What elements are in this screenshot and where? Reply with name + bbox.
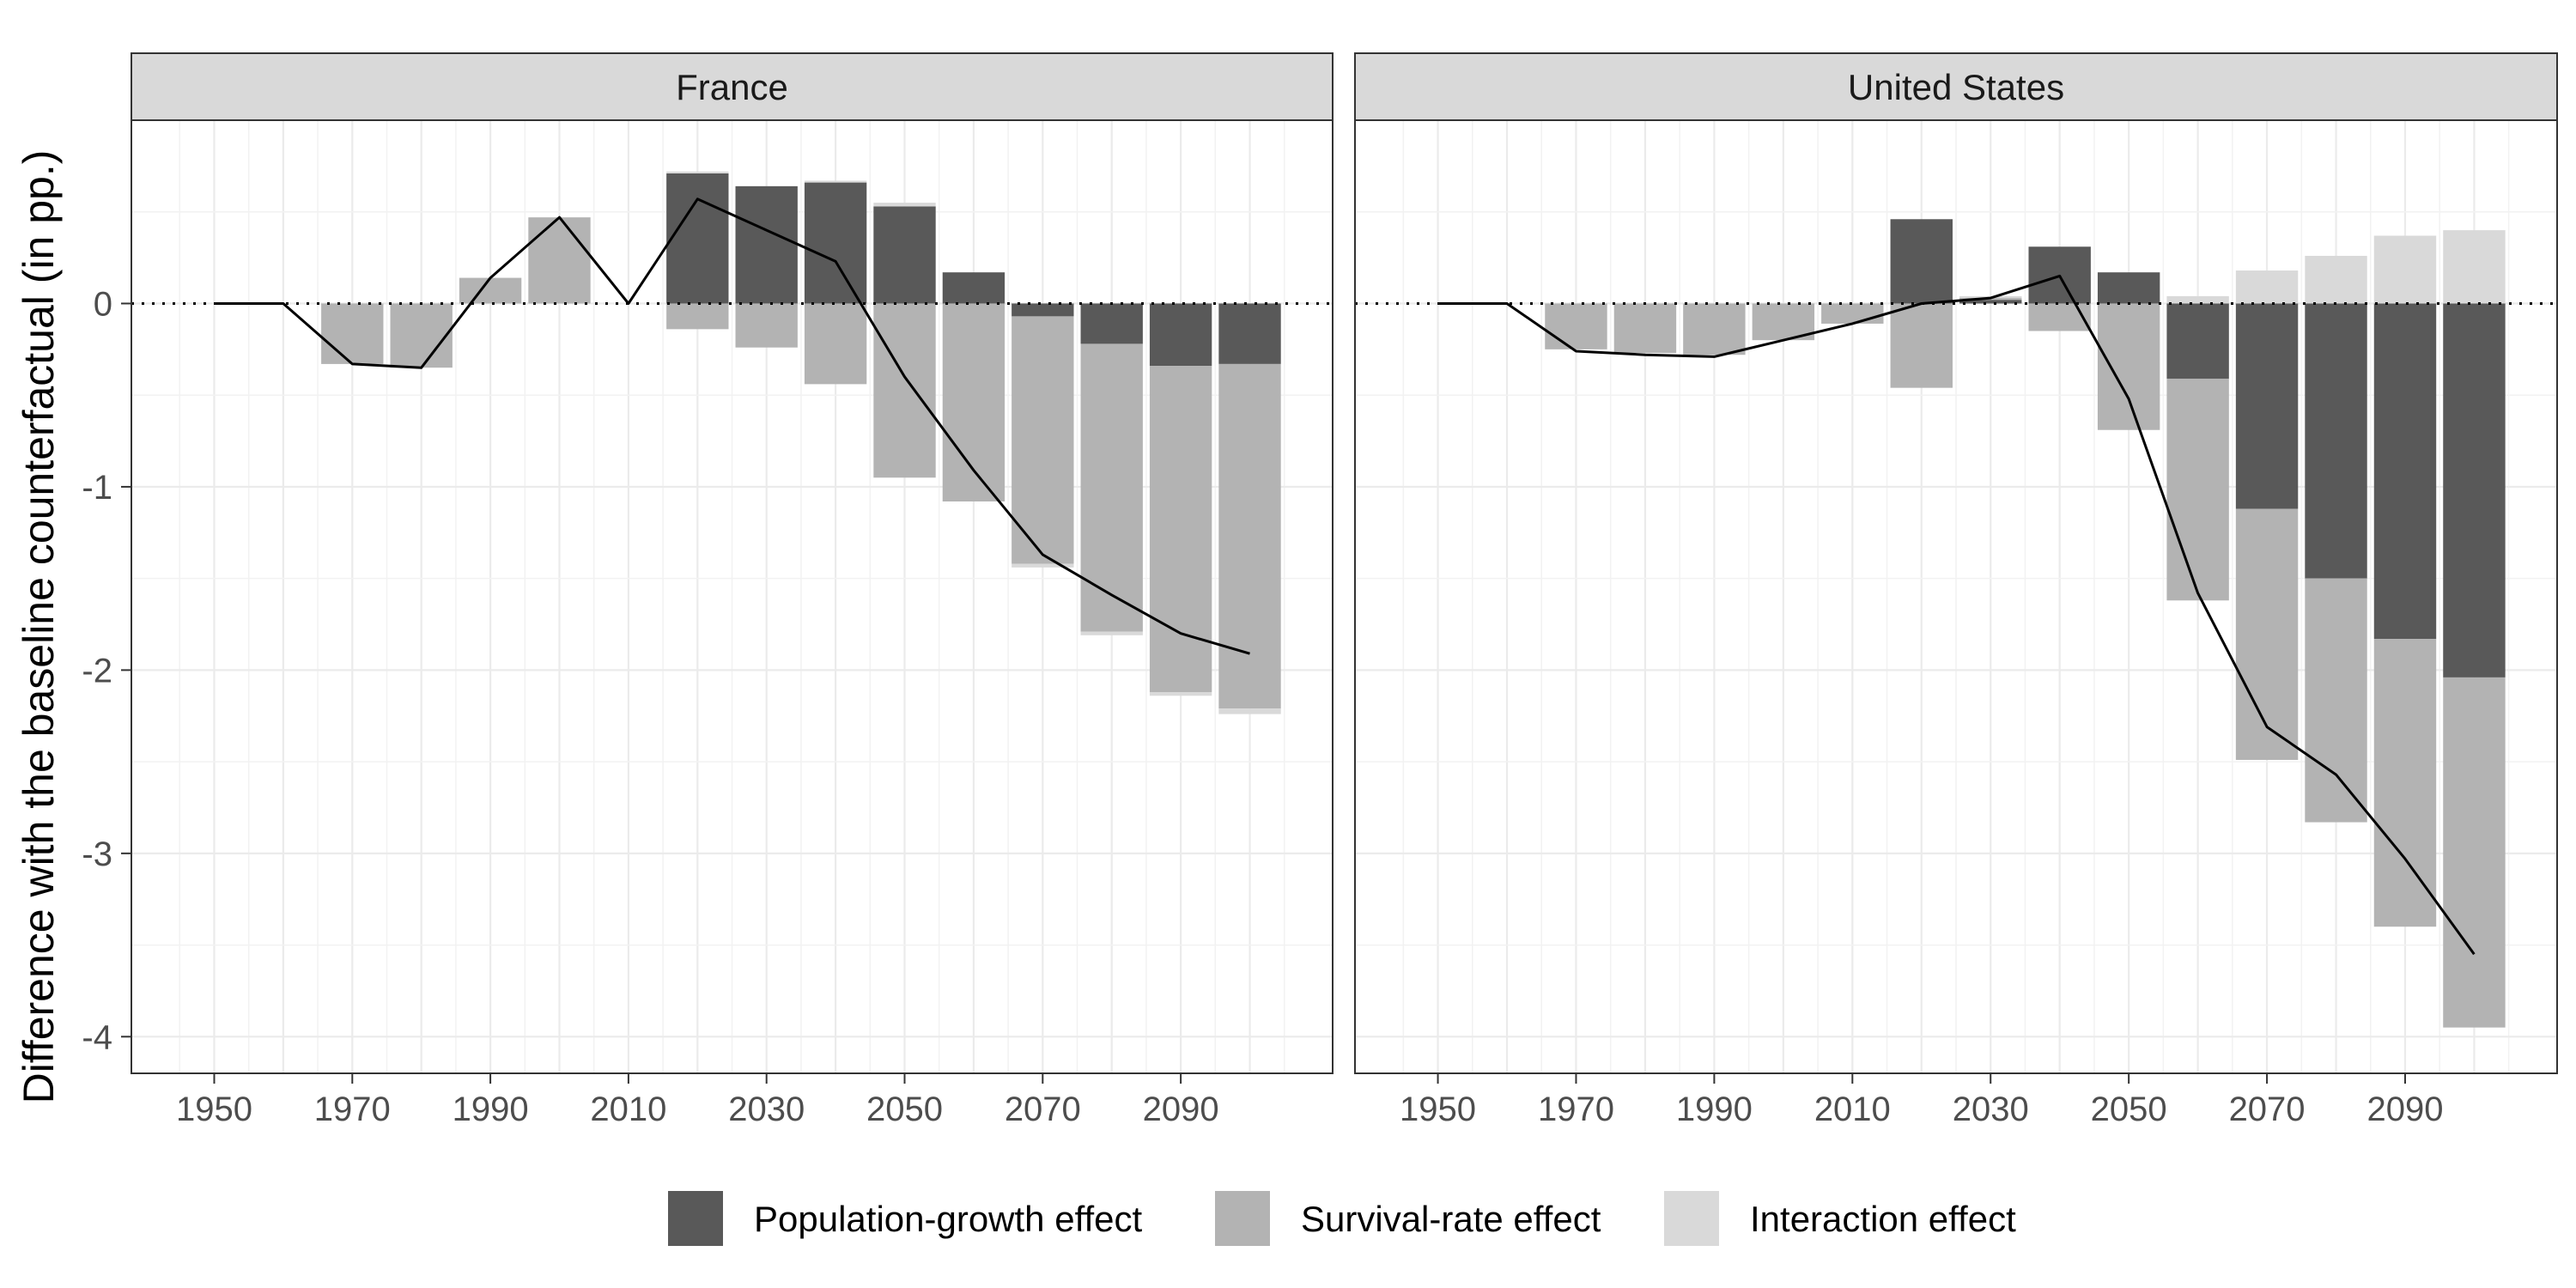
x-tick-label: 1950 (176, 1091, 252, 1128)
bar-population-growth-effect (2443, 303, 2506, 677)
bar-survival-rate-effect (873, 303, 936, 478)
bar-population-growth-effect (2166, 303, 2229, 379)
panel-title: United States (1848, 67, 2064, 107)
x-tick-label: 2050 (2091, 1091, 2167, 1128)
legend-label: Interaction effect (1750, 1199, 2016, 1239)
series-line-total (1437, 274, 2476, 956)
x-tick-label: 2050 (866, 1091, 943, 1128)
y-axis-label: Difference with the baseline counterfact… (15, 150, 63, 1104)
bar-survival-rate-effect (321, 303, 384, 364)
y-tick-label: 0 (94, 285, 112, 323)
bar-survival-rate-effect (1683, 303, 1746, 355)
bar-survival-rate-effect (2097, 303, 2160, 430)
bar-population-growth-effect (2373, 303, 2437, 640)
x-axis: 1950 1970 1990 2010 2030 2050 2070 2090 (176, 1073, 1219, 1128)
bar-interaction-effect (1149, 692, 1212, 696)
bar-survival-rate-effect (1821, 303, 1884, 324)
panel-border (1354, 119, 2558, 1074)
bar-interaction-effect (804, 180, 867, 183)
bar-survival-rate-effect (2028, 303, 2091, 331)
bar-survival-rate-effect (459, 277, 522, 304)
bar-population-growth-effect (2097, 272, 2160, 304)
bars (1545, 219, 2506, 1028)
bar-survival-rate-effect (2373, 639, 2437, 927)
bar-survival-rate-effect (2305, 578, 2367, 823)
y-tick-label: -1 (82, 469, 112, 507)
bar-population-growth-effect (873, 206, 936, 304)
legend-key-population-growth-effect (668, 1191, 723, 1246)
x-tick-label: 2030 (728, 1091, 805, 1128)
bar-interaction-effect (2166, 295, 2229, 304)
x-tick-label: 1990 (1676, 1091, 1753, 1128)
panel-france: France 1950 1970 1990 2010 2030 2050 2070 2090 0 -… (82, 52, 1334, 1128)
bar-interaction-effect (2305, 255, 2367, 304)
panel-strip (131, 52, 1334, 121)
panel-strip (1354, 52, 2558, 121)
y-tick-label: -2 (82, 652, 112, 690)
bar-interaction-effect (2235, 270, 2299, 304)
x-tick-label: 1990 (453, 1091, 529, 1128)
bar-survival-rate-effect (1890, 303, 1953, 388)
x-tick-label: 2070 (1005, 1091, 1081, 1128)
bar-survival-rate-effect (2235, 508, 2299, 760)
bar-interaction-effect (2443, 230, 2506, 304)
bar-population-growth-effect (1149, 303, 1212, 367)
bar-survival-rate-effect (2166, 378, 2229, 601)
x-tick-label: 2030 (1953, 1091, 2029, 1128)
bar-population-growth-effect (735, 185, 798, 304)
legend-label: Survival-rate effect (1301, 1199, 1601, 1239)
legend-key-interaction-effect (1664, 1191, 1719, 1246)
y-axis-title: Difference with the baseline counterfact… (15, 150, 63, 1104)
legend: Population-growth effect Survival-rate ef… (668, 1191, 2016, 1246)
bar-interaction-effect (1218, 708, 1281, 714)
bar-population-growth-effect (942, 272, 1005, 304)
y-axis: 0 -1 -2 -3 -4 (82, 285, 131, 1056)
bar-survival-rate-effect (1613, 303, 1677, 354)
bar-population-growth-effect (2235, 303, 2299, 509)
panel-title: France (676, 67, 788, 107)
bar-population-growth-effect (804, 182, 867, 304)
x-tick-label: 2010 (1814, 1091, 1891, 1128)
x-axis: 1950 1970 1990 2010 2030 2050 2070 2090 (1400, 1073, 2443, 1128)
bar-population-growth-effect (2305, 303, 2367, 579)
bar-survival-rate-effect (1080, 343, 1143, 632)
bar-population-growth-effect (1890, 219, 1953, 304)
bar-interaction-effect (873, 203, 936, 207)
bar-survival-rate-effect (804, 303, 867, 385)
bar-population-growth-effect (666, 173, 729, 304)
bar-interaction-effect (2373, 235, 2437, 304)
panel-united-states: United States 1950 1970 1990 2010 2030 2050 207… (1354, 52, 2558, 1128)
legend-label: Population-growth effect (754, 1199, 1143, 1239)
bar-population-growth-effect (1959, 300, 2022, 304)
bar-survival-rate-effect (2443, 677, 2506, 1028)
bar-survival-rate-effect (1545, 303, 1607, 349)
x-tick-label: 2090 (1143, 1091, 1219, 1128)
series-line-total (214, 197, 1250, 655)
x-tick-label: 2070 (2229, 1091, 2306, 1128)
bar-survival-rate-effect (735, 303, 798, 348)
bar-population-growth-effect (1012, 303, 1074, 317)
bar-survival-rate-effect (666, 303, 729, 330)
bar-survival-rate-effect (528, 217, 591, 304)
x-tick-label: 1970 (314, 1091, 391, 1128)
bar-survival-rate-effect (390, 303, 453, 368)
x-tick-label: 1950 (1400, 1091, 1476, 1128)
bar-interaction-effect (1080, 631, 1143, 635)
panel-border (131, 119, 1334, 1074)
x-tick-label: 2090 (2366, 1091, 2443, 1128)
x-tick-label: 2010 (590, 1091, 666, 1128)
y-tick-label: -3 (82, 835, 112, 873)
bar-population-growth-effect (1080, 303, 1143, 344)
y-tick-label: -4 (82, 1018, 112, 1056)
x-tick-label: 1970 (1538, 1091, 1614, 1128)
bar-interaction-effect (666, 171, 729, 173)
legend-key-survival-rate-effect (1215, 1191, 1270, 1246)
bar-survival-rate-effect (1218, 363, 1281, 709)
bar-interaction-effect (1012, 563, 1074, 568)
bars (321, 171, 1281, 714)
bar-survival-rate-effect (1012, 316, 1074, 564)
bar-population-growth-effect (1218, 303, 1281, 364)
bar-survival-rate-effect (1149, 366, 1212, 692)
